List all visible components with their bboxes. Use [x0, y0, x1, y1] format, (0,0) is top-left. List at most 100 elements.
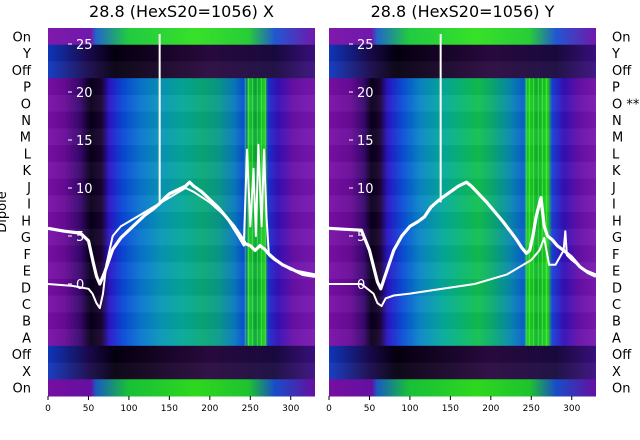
dipole-label: H: [612, 214, 622, 229]
heatmap-row-shade: [329, 379, 596, 397]
inner-tick-label: 5: [357, 230, 365, 245]
dipole-label: P: [612, 81, 620, 96]
inner-tick-label: 5: [76, 230, 84, 245]
inner-tick-label: 15: [357, 134, 374, 149]
heatmap-row: [329, 28, 596, 46]
dipole-label: O: [21, 97, 31, 112]
x-tick-label: 50: [364, 404, 376, 414]
x-tick-label: 0: [326, 404, 332, 414]
dipole-label: N: [612, 114, 622, 129]
dipole-label: X: [612, 365, 621, 380]
heatmap-row-shade: [48, 28, 315, 46]
dipole-label: G: [21, 231, 31, 246]
dipole-label: B: [612, 315, 621, 330]
dipole-label: C: [22, 298, 31, 313]
y-axis-label: Dipole: [0, 191, 10, 232]
heatmap-row: [329, 61, 596, 79]
dipole-label: On: [612, 382, 630, 397]
heatmap-row: [329, 345, 596, 364]
x-tick-label: 300: [563, 404, 580, 414]
x-tick-label: 50: [83, 404, 95, 414]
heatmap: [48, 28, 315, 397]
dipole-label: I: [612, 198, 616, 213]
heatmap: [329, 28, 596, 397]
heatmap-row-shade: [48, 262, 315, 280]
heatmap-row-shade: [329, 28, 596, 46]
dipole-label: On: [13, 382, 31, 397]
inner-tick-label: 25: [357, 38, 374, 53]
heatmap-row-shade: [48, 379, 315, 397]
dipole-label: On: [612, 30, 630, 45]
dipole-label: M: [612, 131, 623, 146]
heatmap-row-shade: [329, 312, 596, 330]
dipole-label: G: [612, 231, 622, 246]
heatmap-row: [48, 362, 315, 380]
heatmap-streak: [525, 78, 527, 346]
inner-tick-label: 0: [76, 278, 84, 293]
series-line: [47, 143, 316, 309]
dipole-label: O **: [612, 97, 640, 112]
x-tick-label: 0: [45, 404, 51, 414]
heatmap-row-shade: [329, 195, 596, 213]
dipole-label: D: [21, 281, 31, 296]
right-panel: 28.8 (HexS20=1056) Y0 50 100 150 200 250 300On…: [326, 2, 640, 414]
inner-tick-label: 0: [357, 278, 365, 293]
heatmap-row-shade: [329, 61, 596, 79]
dipole-label: C: [612, 298, 621, 313]
dipole-label: N: [21, 114, 31, 129]
dipole-label: K: [22, 164, 31, 179]
series-line: [329, 230, 597, 308]
inner-tick-label: 10: [76, 182, 93, 197]
dipole-label: Off: [12, 348, 32, 363]
dipole-label: On: [13, 30, 31, 45]
chart-title: 28.8 (HexS20=1056) X: [89, 2, 274, 21]
heatmap-row-shade: [48, 212, 315, 230]
heatmap-streak: [545, 78, 548, 346]
inner-tick-label: 20: [357, 86, 374, 101]
inner-tick-label: 15: [76, 134, 93, 149]
dipole-label: X: [22, 365, 31, 380]
x-tick-label: 250: [523, 404, 540, 414]
inner-tick-label: 10: [357, 182, 374, 197]
chart-title: 28.8 (HexS20=1056) Y: [371, 2, 555, 21]
heatmap-row-shade: [48, 295, 315, 313]
x-tick-label: 100: [120, 404, 137, 414]
heatmap-streak: [532, 78, 535, 346]
heatmap-row: [329, 379, 596, 397]
dipole-label: Y: [22, 47, 31, 62]
heatmap-row: [48, 61, 315, 79]
dipole-label: I: [27, 198, 31, 213]
heatmap-row-shade: [329, 362, 596, 380]
inner-tick-label: 20: [76, 86, 93, 101]
heatmap-row-shade: [48, 329, 315, 347]
heatmap-streak: [251, 78, 254, 346]
x-tick-label: 300: [282, 404, 299, 414]
dipole-label: Y: [611, 47, 620, 62]
heatmap-row: [48, 28, 315, 46]
dipole-label: Off: [612, 348, 632, 363]
heatmap-row-shade: [329, 212, 596, 230]
dipole-label: Off: [612, 64, 632, 79]
heatmap-row-shade: [48, 345, 315, 364]
heatmap-row-shade: [329, 161, 596, 180]
heatmap-row-shade: [48, 111, 315, 129]
inner-tick-label: 25: [76, 38, 93, 53]
dipole-label: Off: [12, 64, 32, 79]
dipole-label: F: [24, 248, 31, 263]
dipole-label: L: [612, 147, 620, 162]
heatmap-streak: [247, 78, 250, 346]
dipole-label: L: [24, 147, 32, 162]
dipole-label: E: [23, 265, 31, 280]
heatmap-row-shade: [48, 44, 315, 62]
heatmap-row-shade: [48, 362, 315, 380]
heatmap-streak: [528, 78, 531, 346]
x-tick-label: 150: [442, 404, 459, 414]
heatmap-row-shade: [48, 61, 315, 79]
dipole-label: F: [612, 248, 619, 263]
x-tick-label: 250: [242, 404, 259, 414]
x-tick-label: 200: [201, 404, 218, 414]
heatmap-row: [329, 362, 596, 380]
heatmap-row-shade: [329, 345, 596, 364]
dipole-label: J: [611, 181, 616, 196]
